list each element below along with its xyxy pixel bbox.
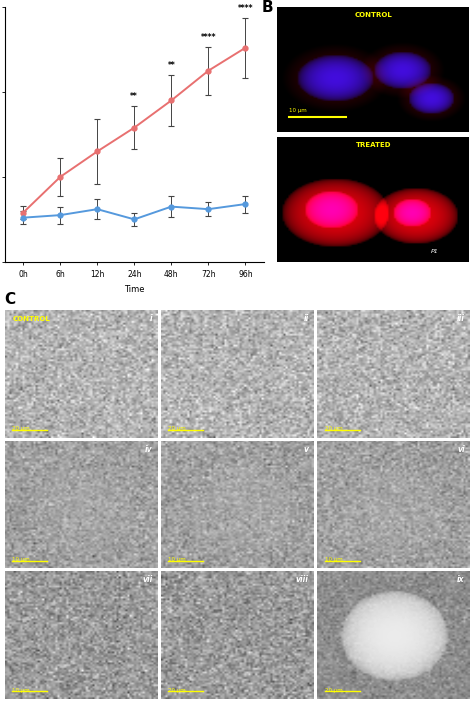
Text: iv: iv xyxy=(145,445,153,453)
Text: CONTROL: CONTROL xyxy=(12,316,50,323)
Text: 20 μm: 20 μm xyxy=(168,688,186,693)
Text: ix: ix xyxy=(457,575,465,585)
Text: vi: vi xyxy=(457,445,465,453)
Text: 20 μm: 20 μm xyxy=(168,426,186,431)
Text: TREATED: TREATED xyxy=(356,142,391,148)
Text: iii: iii xyxy=(457,314,465,323)
Text: CONTROL: CONTROL xyxy=(355,12,392,18)
Text: 20 μm: 20 μm xyxy=(12,426,30,431)
Text: 10 μm: 10 μm xyxy=(168,557,186,562)
Text: v: v xyxy=(303,445,309,453)
Text: 20 μm: 20 μm xyxy=(325,688,342,693)
Text: 20 μm: 20 μm xyxy=(325,426,342,431)
Text: ****: **** xyxy=(237,4,253,13)
Text: P1: P1 xyxy=(431,249,438,254)
Text: vii: vii xyxy=(142,575,153,585)
Text: 10 μm: 10 μm xyxy=(289,108,307,113)
Text: C: C xyxy=(5,292,16,306)
Text: **: ** xyxy=(167,61,175,70)
Text: ****: **** xyxy=(201,33,216,42)
X-axis label: Time: Time xyxy=(124,285,145,294)
Text: 10 μm: 10 μm xyxy=(12,557,30,562)
Text: 10 μm: 10 μm xyxy=(12,688,30,693)
Text: 10 μm: 10 μm xyxy=(325,557,342,562)
Text: **: ** xyxy=(130,92,138,102)
Text: i: i xyxy=(150,314,153,323)
Text: viii: viii xyxy=(296,575,309,585)
Text: ii: ii xyxy=(303,314,309,323)
Text: B: B xyxy=(262,0,273,15)
